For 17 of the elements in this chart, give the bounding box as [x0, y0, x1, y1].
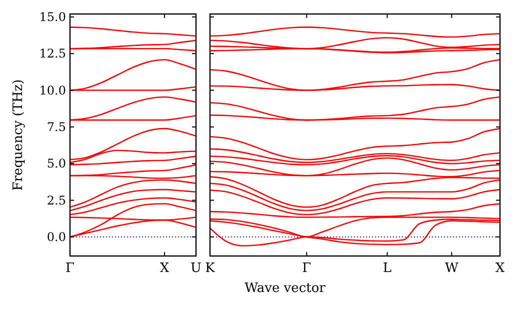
- y-tick-label: 15.0: [39, 10, 66, 24]
- y-axis-title: Frequency (THz): [11, 79, 26, 191]
- y-tick-label: 7.5: [46, 120, 66, 134]
- y-tick-label: 5.0: [46, 156, 66, 171]
- x-tick-label: U: [190, 261, 202, 276]
- y-tick-label: 12.5: [39, 46, 66, 61]
- y-tick-label: 2.5: [46, 193, 66, 208]
- x-tick-label: K: [205, 261, 216, 276]
- x-tick-label: L: [382, 261, 392, 276]
- y-tick-label: 0.0: [46, 230, 66, 244]
- y-tick-label: 10.0: [39, 83, 66, 98]
- x-tick-label: W: [444, 261, 459, 276]
- x-tick-label: Γ: [65, 261, 75, 276]
- x-axis-title: Wave vector: [244, 281, 326, 296]
- x-tick-label: Γ: [302, 261, 312, 276]
- x-tick-label: X: [495, 261, 506, 276]
- x-tick-label: X: [160, 261, 170, 276]
